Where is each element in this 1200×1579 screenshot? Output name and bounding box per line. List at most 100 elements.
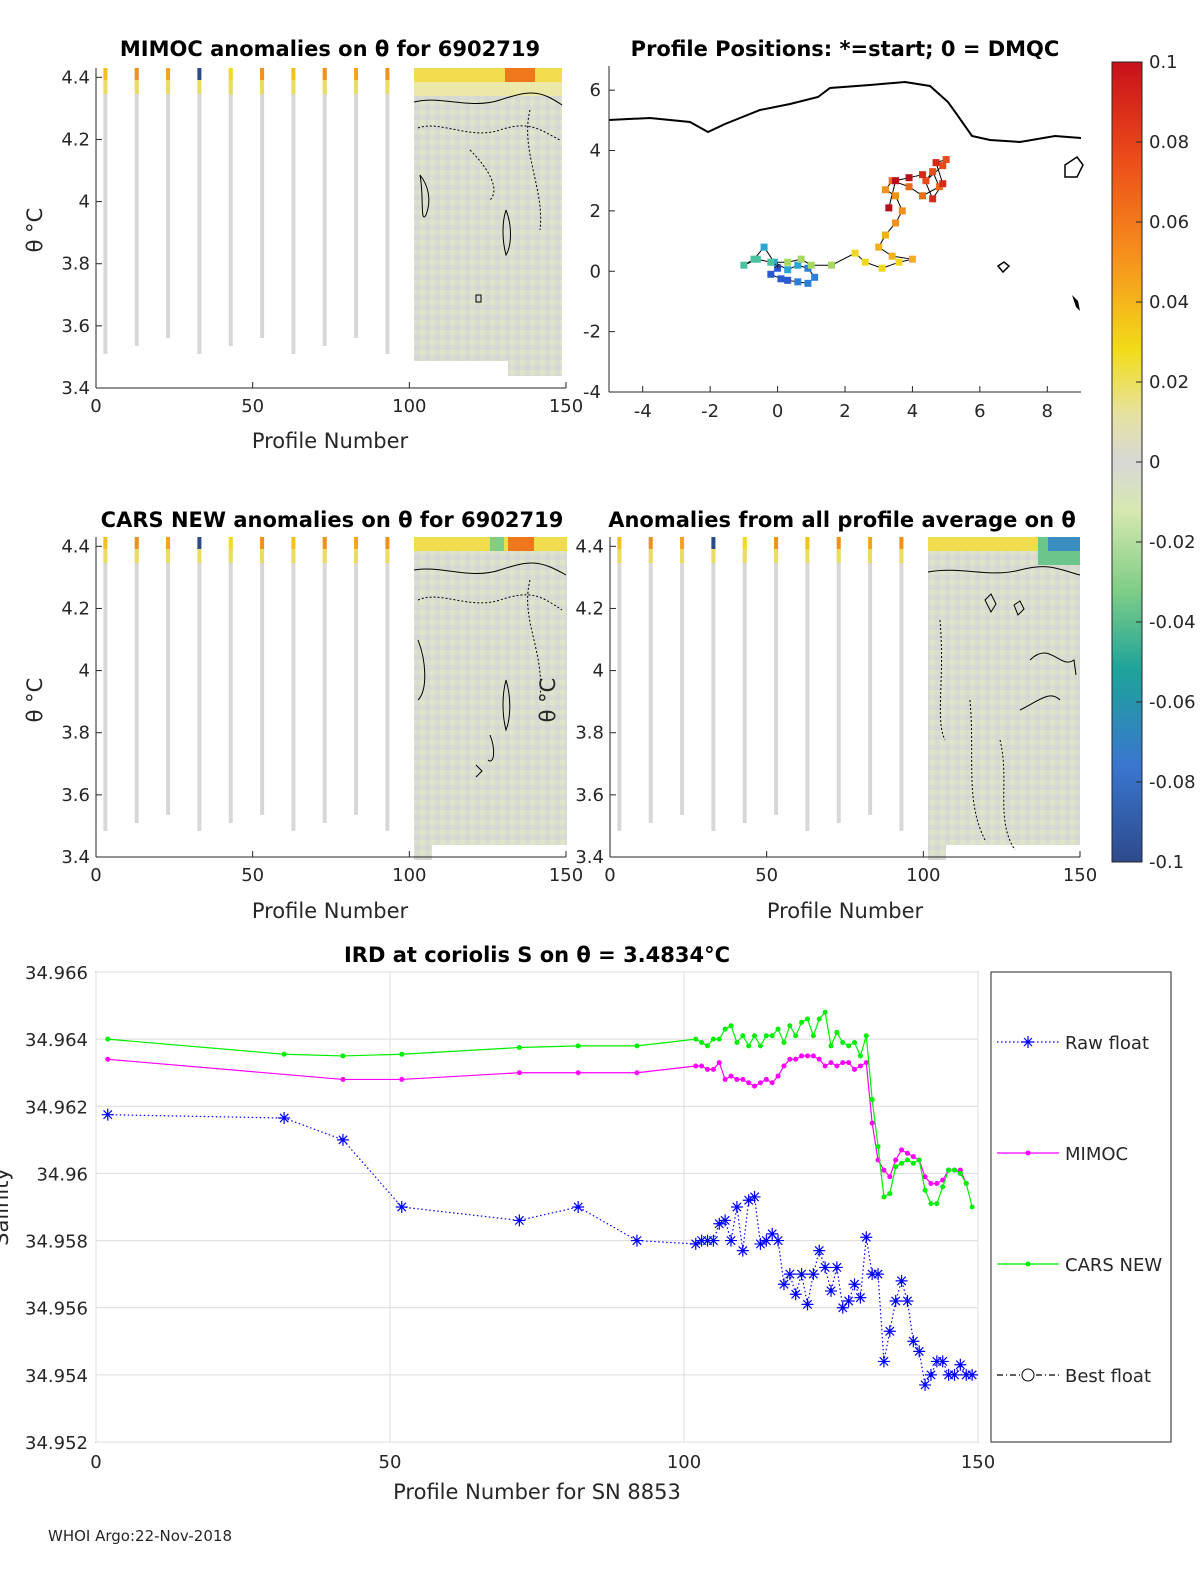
x-tick-label: 0 <box>90 1452 101 1473</box>
y-tick-label: 3.6 <box>575 785 604 806</box>
profile-bar-top-2 <box>197 549 202 563</box>
profile-bar <box>197 537 202 831</box>
x-tick-label: 150 <box>1063 865 1097 886</box>
profile-position <box>828 261 836 269</box>
data-point <box>399 1051 405 1057</box>
y-tick-label: -2 <box>583 322 601 343</box>
profile-position <box>777 275 785 283</box>
colorbar-tick-label: 0.02 <box>1149 372 1189 393</box>
profile-bar-top <box>260 68 265 80</box>
profile-position <box>878 264 886 272</box>
data-point <box>705 1043 711 1049</box>
profile-bar-top <box>103 68 108 80</box>
profile-position <box>905 174 913 182</box>
data-point <box>746 1080 752 1086</box>
data-point <box>910 1154 916 1160</box>
profile-position <box>760 243 768 251</box>
y-tick-label: 4.4 <box>61 536 90 557</box>
legend-label: MIMOC <box>1065 1144 1128 1165</box>
chart-ylabel: Salinity <box>0 1168 13 1246</box>
data-point <box>957 1170 963 1176</box>
allavg-top-cold <box>1048 537 1080 551</box>
data-point <box>804 1016 810 1022</box>
data-point <box>516 1045 522 1051</box>
data-point <box>699 1040 705 1045</box>
data-point <box>816 1056 822 1062</box>
profile-position <box>932 159 940 167</box>
data-point <box>101 1108 114 1121</box>
data-point <box>840 1040 846 1045</box>
profile-bar-top-2 <box>354 80 359 94</box>
data-point <box>742 1194 755 1207</box>
profile-bar-top <box>197 68 202 80</box>
profile-bar-top-2 <box>648 549 653 563</box>
chart-grid <box>95 971 979 1443</box>
profile-bar <box>134 537 139 823</box>
profile-position <box>784 276 792 284</box>
data-point <box>799 1053 805 1059</box>
colorbar-ticks: 0.1 0.08 0.06 0.04 0.02 0 -0.02 -0.04 -0.06 -0.08… <box>1136 52 1196 873</box>
data-point <box>719 1214 732 1227</box>
data-point <box>907 1335 920 1348</box>
profile-bar-top <box>322 68 327 80</box>
data-point <box>842 1295 855 1307</box>
profile-bar <box>166 537 171 815</box>
y-tick-label: -4 <box>583 382 601 403</box>
y-tick-label: 3.8 <box>61 723 90 744</box>
data-point <box>816 1016 822 1022</box>
chart-legend-box <box>990 971 1172 1443</box>
y-tick-label: 3.6 <box>61 316 90 337</box>
y-tick-label: 4 <box>79 192 90 213</box>
profile-position <box>881 186 889 194</box>
data-point <box>781 1063 787 1069</box>
profile-bar-top <box>354 537 359 549</box>
profile-bar-top <box>805 537 810 549</box>
profile-bar-top-2 <box>291 80 296 94</box>
data-point <box>836 1301 849 1314</box>
profile-bar-top-2 <box>868 549 873 563</box>
profile-position <box>784 266 792 274</box>
x-tick-label: 50 <box>241 396 264 417</box>
profile-position <box>885 204 893 212</box>
profile-bar-top-2 <box>322 80 327 94</box>
chart-xlabel: Profile Number for SN 8853 <box>393 1480 681 1504</box>
profile-bar <box>868 537 873 815</box>
profile-bar-top <box>354 68 359 80</box>
data-point <box>969 1204 975 1210</box>
y-tick-label: 2 <box>590 201 601 222</box>
y-tick-label: 3.8 <box>575 723 604 744</box>
profile-bar <box>322 537 327 823</box>
profile-position <box>797 255 805 263</box>
y-tick-label: 0 <box>590 261 601 282</box>
profile-position <box>767 270 775 278</box>
ird-chart: IRD at coriolis S on θ = 3.4834°C 0 50 100… <box>0 943 1172 1504</box>
profile-position <box>767 258 775 266</box>
data-point <box>922 1187 928 1193</box>
x-tick-label: -4 <box>634 401 652 422</box>
data-point <box>899 1160 905 1166</box>
mimoc-xlabel: Profile Number <box>252 429 409 453</box>
data-point <box>940 1184 946 1190</box>
data-point <box>763 1033 769 1039</box>
profile-bar-top-2 <box>385 549 390 563</box>
chart-title: IRD at coriolis S on θ = 3.4834°C <box>344 943 730 967</box>
y-tick-label: 34.958 <box>25 1232 88 1253</box>
profile-bar-top <box>166 537 171 549</box>
allavg-sparse-bars <box>617 537 904 831</box>
y-tick-label: 34.966 <box>25 963 88 984</box>
mimoc-axes: 0 50 100 150 4.4 4.2 4 3.8 3.6 3.4 <box>61 67 583 417</box>
profile-position <box>942 156 950 164</box>
profile-bar-top <box>103 537 108 549</box>
data-point <box>722 1076 728 1082</box>
data-point <box>740 1076 746 1082</box>
data-point <box>775 1073 781 1079</box>
data-point <box>877 1355 890 1368</box>
profile-bar <box>291 537 296 831</box>
data-point <box>336 1133 349 1146</box>
legend-label: Raw float <box>1065 1033 1149 1054</box>
data-point <box>825 1284 837 1297</box>
data-point <box>875 1144 881 1150</box>
data-point <box>887 1174 893 1180</box>
profile-position <box>881 231 889 239</box>
profile-bar-top-2 <box>228 549 233 563</box>
